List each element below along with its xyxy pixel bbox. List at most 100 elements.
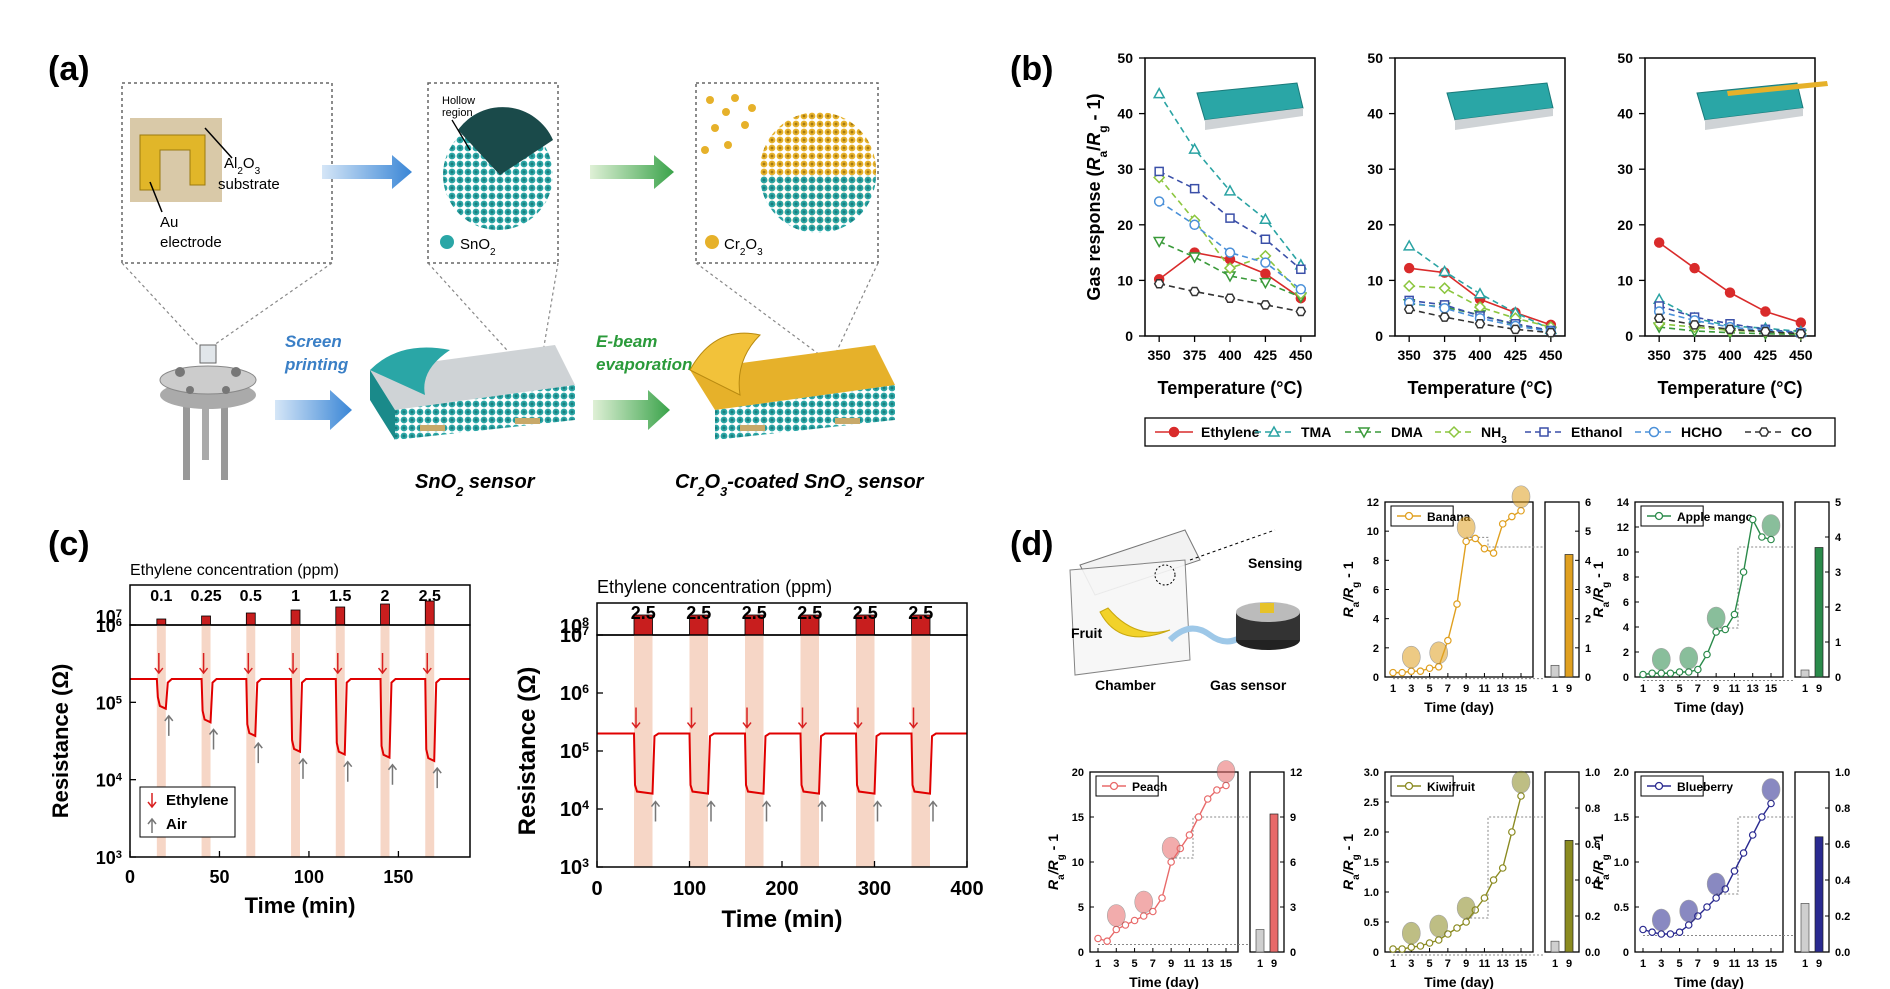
legend-marker-tma — [1267, 425, 1281, 437]
fruit-icon — [1456, 896, 1476, 920]
concentration-label: 1 — [291, 588, 300, 605]
concentration-label: 2 — [381, 588, 390, 605]
x-tick-label: 5 — [1677, 683, 1683, 695]
fruit-icon — [1401, 921, 1421, 945]
fruit-icon — [1429, 914, 1449, 938]
bar-x-tick: 1 — [1802, 958, 1808, 970]
x-tick-label: 7 — [1150, 958, 1156, 970]
y-tick-label: 104 — [96, 771, 123, 791]
y-tick-label: 2 — [1623, 647, 1629, 659]
data-point — [1666, 669, 1675, 678]
label-au: Au — [160, 214, 178, 231]
bar-y-tick-label: 0 — [1290, 947, 1296, 959]
fruit-icon — [1216, 760, 1236, 783]
legend-marker-co — [1758, 427, 1770, 437]
air-arrow — [298, 757, 308, 779]
x-axis-label: Time (day) — [1129, 974, 1199, 989]
x-tick-label: 425 — [1504, 347, 1528, 363]
x-tick-label: 5 — [1677, 958, 1683, 970]
label-gas-sensor: Gas sensor — [1210, 677, 1287, 693]
legend-marker — [1404, 511, 1414, 521]
series-line-dma — [1158, 240, 1302, 298]
guide-line-2 — [1465, 536, 1543, 548]
bar-x-tick: 9 — [1566, 958, 1572, 970]
x-tick-label: 350 — [1397, 347, 1421, 363]
guide-line-2 — [1715, 546, 1793, 632]
x-tick-label: 7 — [1445, 683, 1451, 695]
y-tick-label: 10 — [1117, 272, 1133, 288]
air-arrow — [432, 766, 442, 789]
bar-y-tick-label: 5 — [1585, 526, 1591, 538]
panel-label-b: (b) — [1010, 50, 1053, 88]
point-nh3 — [1223, 262, 1237, 275]
y-axis-label: Resistance (Ω) — [48, 664, 73, 819]
x-tick-label: 1 — [1640, 958, 1646, 970]
point-ethylene — [1403, 262, 1415, 274]
point-ethanol — [1260, 234, 1271, 245]
data-point — [1712, 894, 1720, 902]
bar-y-tick-label: 0.8 — [1835, 803, 1850, 815]
data-point — [1462, 918, 1470, 926]
bar-x-tick: 1 — [1552, 958, 1558, 970]
point-tma — [1473, 287, 1487, 299]
y-tick-label: 1.0 — [1614, 857, 1629, 869]
point-dma — [1188, 252, 1201, 264]
air-arrow — [208, 728, 219, 750]
bar-y-tick-label: 0.0 — [1585, 947, 1600, 959]
x-tick-label: 50 — [209, 867, 229, 887]
concentration-bar — [335, 606, 346, 626]
bar-y-tick-label: 1.0 — [1835, 767, 1850, 779]
y-tick-label: 105 — [96, 693, 122, 713]
x-tick-label: 11 — [1479, 958, 1491, 970]
cr2o3-legend-dot — [705, 235, 719, 249]
point-hcho — [1153, 196, 1165, 207]
point-hcho — [1189, 219, 1200, 231]
x-tick-label: 3 — [1658, 958, 1664, 970]
resistance-trace — [130, 678, 470, 763]
y-tick-label: 10 — [1367, 272, 1383, 288]
concentration-label: 2.5 — [419, 588, 441, 605]
bar-x-tick: 1 — [1257, 958, 1263, 970]
air-arrow — [817, 800, 827, 822]
bar-x-tick: 1 — [1552, 683, 1558, 695]
data-point — [1158, 894, 1166, 902]
data-point — [1425, 664, 1434, 673]
point-ethylene — [1760, 306, 1771, 317]
data-point — [1112, 925, 1121, 934]
point-ethanol — [1189, 183, 1200, 194]
y-tick-label: 20 — [1117, 217, 1133, 233]
y-tick-label: 4 — [1623, 622, 1630, 634]
y-axis-label: Ra/Rg - 1 — [1045, 834, 1067, 890]
x-tick-label: 375 — [1433, 347, 1457, 363]
data-point — [1121, 921, 1130, 929]
concentration-label: 2.5 — [686, 603, 711, 623]
pulse-band — [856, 635, 875, 867]
x-tick-label: 200 — [765, 878, 798, 900]
bar-y-tick-label: 4 — [1835, 532, 1842, 544]
x-tick-label: 0 — [591, 878, 602, 900]
point-co — [1224, 293, 1236, 303]
x-tick-label: 375 — [1683, 347, 1707, 363]
legend-b: Ethylene TMA DMA NH3 Ethanol HCHO CO — [1144, 417, 1836, 447]
data-point — [1434, 936, 1443, 944]
bar-day9 — [1814, 547, 1824, 678]
plot-frame — [129, 624, 471, 858]
y-tick-label: 1.5 — [1364, 857, 1379, 869]
bar-y-tick-label: 1 — [1835, 637, 1841, 649]
ethylene-arrow — [742, 707, 752, 729]
legend-frame — [1144, 417, 1836, 447]
panel-a-schematic: Al2O3 substrate Au electrode Hollow regi… — [121, 82, 925, 499]
pulse-band — [201, 625, 211, 857]
x-tick-label: 450 — [1789, 347, 1813, 363]
y-tick-label: 40 — [1117, 106, 1133, 122]
air-arrow — [387, 763, 398, 785]
legend-label-ethylene: Ethylene — [1201, 424, 1260, 440]
arrow-green-top — [590, 155, 674, 189]
guide-line-2 — [1170, 816, 1248, 862]
y-tick-label: 2.0 — [1364, 827, 1379, 839]
data-point — [1185, 831, 1194, 839]
point-co — [1403, 304, 1415, 315]
legend-frame — [1095, 775, 1159, 797]
bar-frame — [1794, 771, 1830, 953]
